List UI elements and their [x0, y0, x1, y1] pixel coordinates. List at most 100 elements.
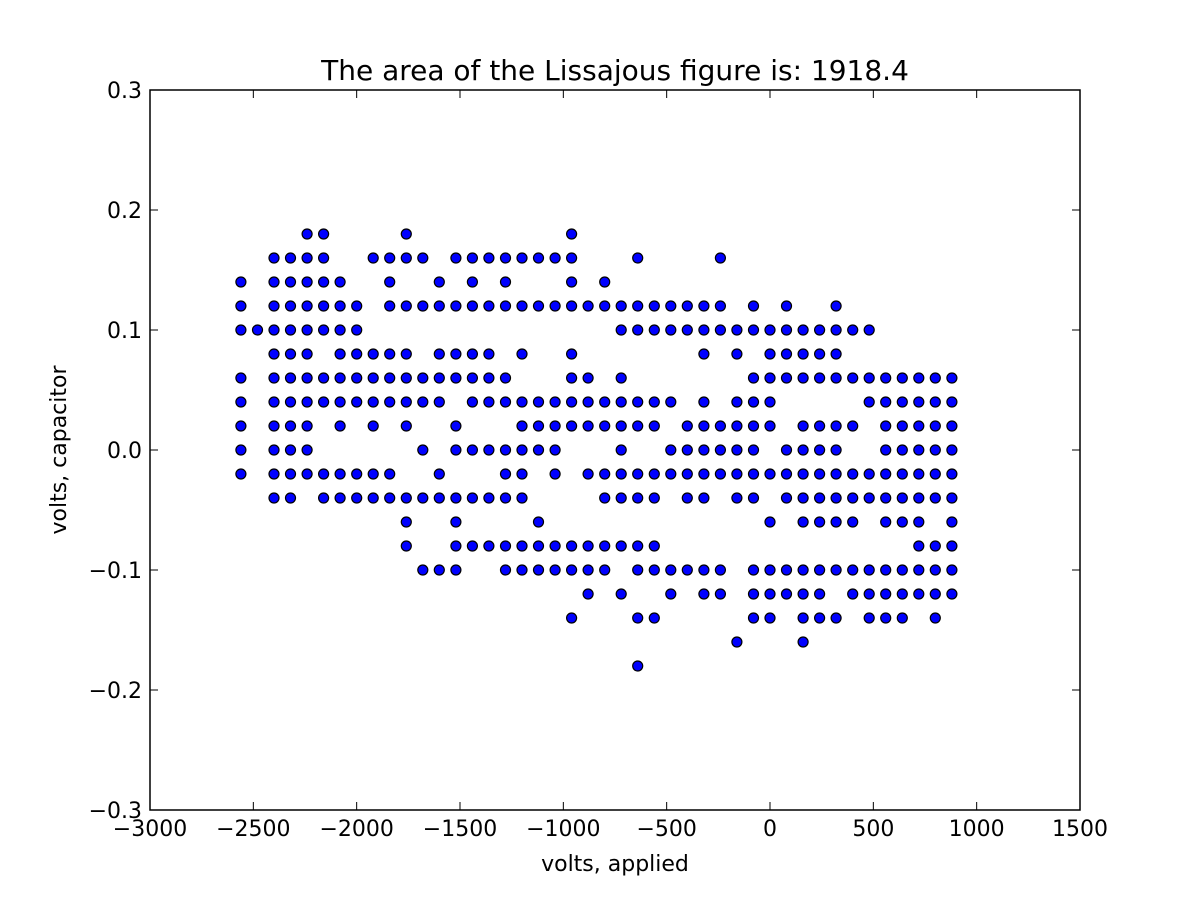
data-point	[698, 300, 710, 312]
data-point	[516, 252, 528, 264]
data-point	[499, 492, 512, 504]
data-point	[698, 348, 710, 360]
data-point	[450, 420, 462, 432]
x-tick-label: 1500	[1052, 817, 1108, 842]
data-point	[648, 492, 660, 504]
data-point	[880, 492, 892, 504]
data-point	[466, 348, 478, 360]
data-point	[499, 372, 512, 384]
data-point	[764, 372, 776, 384]
data-point	[847, 516, 859, 528]
data-point	[880, 468, 892, 480]
data-point	[632, 564, 644, 576]
data-point	[615, 540, 627, 552]
data-point	[731, 468, 743, 480]
data-point	[714, 444, 727, 456]
data-point	[351, 468, 363, 480]
data-point	[318, 252, 330, 264]
data-point	[565, 564, 578, 576]
data-point	[929, 372, 941, 384]
data-point	[466, 372, 478, 384]
data-point	[532, 444, 545, 456]
data-point	[847, 468, 859, 480]
data-point	[764, 612, 776, 624]
data-point	[847, 564, 859, 576]
data-point	[830, 444, 842, 456]
data-point	[400, 516, 412, 528]
data-point	[780, 348, 793, 360]
data-point	[334, 420, 346, 432]
data-point	[698, 468, 710, 480]
data-point	[681, 300, 693, 312]
data-point	[499, 396, 512, 408]
data-point	[813, 348, 826, 360]
data-point	[847, 492, 859, 504]
data-point	[268, 252, 280, 264]
data-point	[929, 468, 941, 480]
data-point	[549, 300, 561, 312]
data-point	[367, 372, 379, 384]
data-point	[549, 564, 561, 576]
data-point	[731, 420, 743, 432]
data-point	[268, 492, 280, 504]
data-point	[847, 588, 859, 600]
data-point	[516, 420, 528, 432]
data-point	[351, 396, 363, 408]
data-point	[929, 564, 941, 576]
data-point	[698, 564, 710, 576]
data-point	[235, 372, 247, 384]
data-point	[268, 372, 280, 384]
data-point	[516, 492, 528, 504]
data-point	[251, 324, 264, 336]
data-point	[582, 468, 594, 480]
data-point	[268, 276, 280, 288]
data-point	[582, 540, 594, 552]
data-point	[896, 396, 908, 408]
data-point	[384, 492, 396, 504]
data-point	[946, 444, 958, 456]
data-point	[764, 420, 776, 432]
data-point	[880, 396, 892, 408]
data-point	[863, 564, 875, 576]
data-point	[648, 540, 660, 552]
data-point	[929, 612, 941, 624]
data-point	[896, 492, 908, 504]
data-point	[681, 564, 693, 576]
data-point	[235, 420, 247, 432]
data-point	[797, 564, 809, 576]
data-point	[466, 540, 478, 552]
data-point	[532, 540, 545, 552]
data-point	[433, 372, 445, 384]
data-point	[648, 396, 660, 408]
data-point	[450, 300, 462, 312]
data-point	[946, 516, 958, 528]
data-point	[896, 468, 908, 480]
data-point	[946, 420, 958, 432]
data-point	[450, 348, 462, 360]
data-point	[946, 540, 958, 552]
data-point	[615, 588, 627, 600]
data-point	[565, 300, 578, 312]
data-point	[367, 348, 379, 360]
data-point	[780, 300, 793, 312]
data-point	[417, 252, 429, 264]
data-point	[400, 300, 412, 312]
data-point	[747, 444, 760, 456]
plot-frame	[149, 89, 1081, 811]
data-point	[301, 348, 313, 360]
data-point	[929, 588, 941, 600]
data-point	[632, 492, 644, 504]
data-point	[351, 492, 363, 504]
data-point	[929, 420, 941, 432]
data-point	[367, 492, 379, 504]
data-point	[797, 588, 809, 600]
data-point	[913, 396, 925, 408]
data-point	[549, 468, 561, 480]
data-point	[582, 372, 594, 384]
data-point	[334, 348, 346, 360]
data-point	[665, 396, 677, 408]
data-point	[516, 468, 528, 480]
data-point	[565, 348, 578, 360]
data-point	[599, 276, 611, 288]
